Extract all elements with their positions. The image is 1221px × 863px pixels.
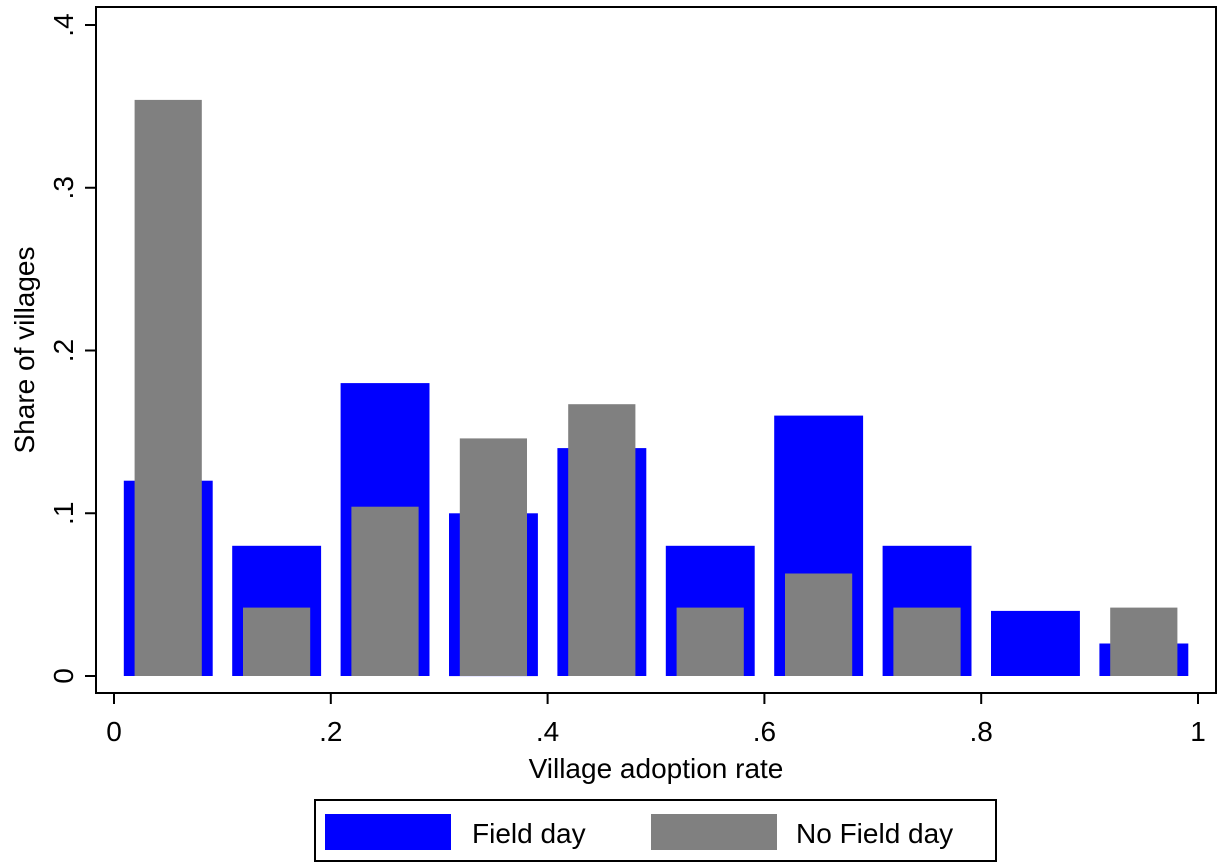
y-tick-label: .4 — [48, 13, 79, 36]
bar-no-field-day-7 — [785, 573, 853, 676]
bar-no-field-day-10 — [1110, 607, 1178, 676]
legend-swatch-no-field-day — [651, 814, 777, 850]
bar-field-day-9 — [991, 610, 1080, 676]
axes-layer: 0 .2 .4 .6 .8 1 0 .1 .2 .3 .4 — [48, 13, 1206, 747]
x-tick-label: .8 — [970, 716, 993, 747]
legend-label-no-field-day: No Field day — [796, 818, 953, 849]
x-tick-label: .4 — [536, 716, 559, 747]
legend-label-field-day: Field day — [472, 818, 586, 849]
x-tick-label: .6 — [753, 716, 776, 747]
legend-swatch-field-day — [325, 814, 451, 850]
bar-no-field-day-8 — [893, 607, 961, 676]
y-axis-title: Share of villages — [9, 246, 40, 453]
bar-no-field-day-6 — [676, 607, 744, 676]
y-tick-label: .3 — [48, 176, 79, 199]
x-tick-label: 1 — [1190, 716, 1206, 747]
x-tick-label: 0 — [106, 716, 122, 747]
bar-no-field-day-1 — [134, 99, 202, 676]
y-tick-label: .1 — [48, 502, 79, 525]
legend: Field day No Field day — [314, 799, 997, 862]
x-axis-title: Village adoption rate — [529, 753, 784, 784]
y-tick-label: .2 — [48, 339, 79, 362]
bar-no-field-day-5 — [568, 404, 636, 676]
bar-no-field-day-2 — [243, 607, 311, 676]
x-tick-label: .2 — [319, 716, 342, 747]
bars-layer — [123, 99, 1189, 677]
y-tick-label: 0 — [48, 668, 79, 684]
bar-no-field-day-3 — [351, 506, 419, 676]
bar-no-field-day-4 — [459, 438, 527, 676]
